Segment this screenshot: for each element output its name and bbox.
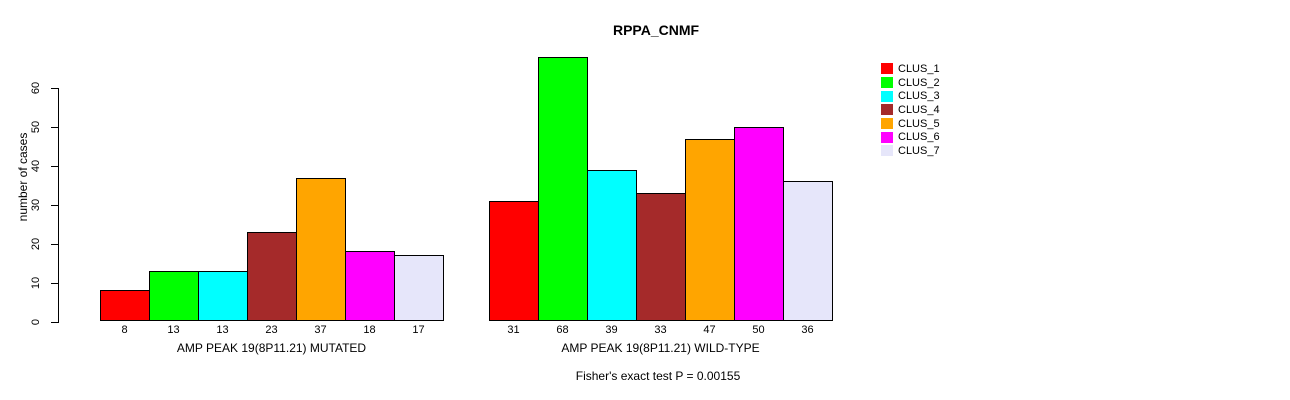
legend-label: CLUS_2: [898, 76, 940, 89]
bar-value-label: 39: [605, 324, 618, 336]
legend-item: CLUS_7: [881, 144, 940, 158]
legend-label: CLUS_1: [898, 62, 940, 75]
bar-clus_7: [783, 181, 833, 322]
legend-swatch-clus_7: [881, 145, 893, 157]
bar-clus_3: [198, 270, 248, 322]
legend-swatch-clus_3: [881, 90, 893, 102]
y-tick-mark: [51, 282, 58, 284]
y-tick-label: 30: [30, 198, 42, 211]
legend-item: CLUS_3: [881, 89, 940, 103]
bar-value-label: 68: [556, 324, 569, 336]
y-tick-label: 0: [30, 318, 42, 325]
bar-value-label: 33: [654, 324, 667, 336]
y-tick-label: 20: [30, 237, 42, 250]
bar-value-label: 8: [121, 324, 128, 336]
legend-label: CLUS_4: [898, 103, 940, 116]
bar-clus_3: [587, 169, 637, 322]
legend-label: CLUS_3: [898, 90, 940, 103]
y-tick-mark: [51, 126, 58, 128]
legend-label: CLUS_6: [898, 131, 940, 144]
legend-label: CLUS_5: [898, 117, 940, 130]
y-tick-mark: [51, 243, 58, 245]
bar-clus_2: [149, 270, 199, 322]
bar-value-label: 13: [167, 324, 180, 336]
bar-value-label: 50: [752, 324, 765, 336]
y-tick-label: 40: [30, 159, 42, 172]
y-tick-label: 10: [30, 276, 42, 289]
bar-clus_4: [247, 231, 297, 322]
legend-label: CLUS_7: [898, 144, 940, 157]
y-tick-label: 50: [30, 120, 42, 134]
bar-value-label: 17: [412, 324, 425, 336]
legend: CLUS_1 CLUS_2 CLUS_3 CLUS_4 CLUS_5 CLUS_6 CLUS…: [881, 62, 940, 158]
bar-value-label: 36: [801, 324, 814, 336]
bar-clus_7: [394, 255, 444, 322]
bar-clus_1: [100, 290, 150, 322]
bar-value-label: 31: [507, 324, 520, 336]
bar-clus_2: [538, 56, 588, 322]
bar-clus_5: [296, 177, 346, 322]
legend-swatch-clus_1: [881, 63, 893, 75]
y-axis-line: [58, 88, 59, 323]
bar-clus_1: [489, 200, 539, 322]
bar-clus_4: [636, 193, 686, 322]
fisher-test-note: Fisher's exact test P = 0.00155: [575, 369, 741, 383]
bar-value-label: 18: [363, 324, 376, 336]
legend-swatch-clus_4: [881, 104, 893, 116]
bar-clus_6: [734, 126, 784, 322]
y-tick-mark: [51, 321, 58, 323]
legend-swatch-clus_5: [881, 118, 893, 130]
legend-item: CLUS_2: [881, 76, 940, 90]
y-tick-mark: [51, 204, 58, 206]
legend-item: CLUS_4: [881, 103, 940, 117]
bar-value-label: 37: [314, 324, 327, 336]
bar-value-label: 23: [265, 324, 278, 336]
y-tick-label: 60: [30, 81, 42, 95]
legend-item: CLUS_1: [881, 62, 940, 76]
legend-item: CLUS_5: [881, 117, 940, 131]
group-label: AMP PEAK 19(8P11.21) MUTATED: [176, 341, 367, 355]
bar-value-label: 13: [216, 324, 229, 336]
chart-title: RPPA_CNMF: [612, 22, 700, 38]
group-label: AMP PEAK 19(8P11.21) WILD-TYPE: [561, 341, 760, 355]
y-tick-mark: [51, 88, 58, 89]
legend-swatch-clus_6: [881, 131, 893, 143]
y-tick-mark: [51, 165, 58, 167]
bar-value-label: 47: [703, 324, 716, 336]
bar-clus_5: [685, 138, 735, 322]
legend-item: CLUS_6: [881, 130, 940, 144]
bar-clus_6: [345, 251, 395, 322]
y-axis-label: number of cases: [16, 132, 30, 222]
legend-swatch-clus_2: [881, 77, 893, 89]
